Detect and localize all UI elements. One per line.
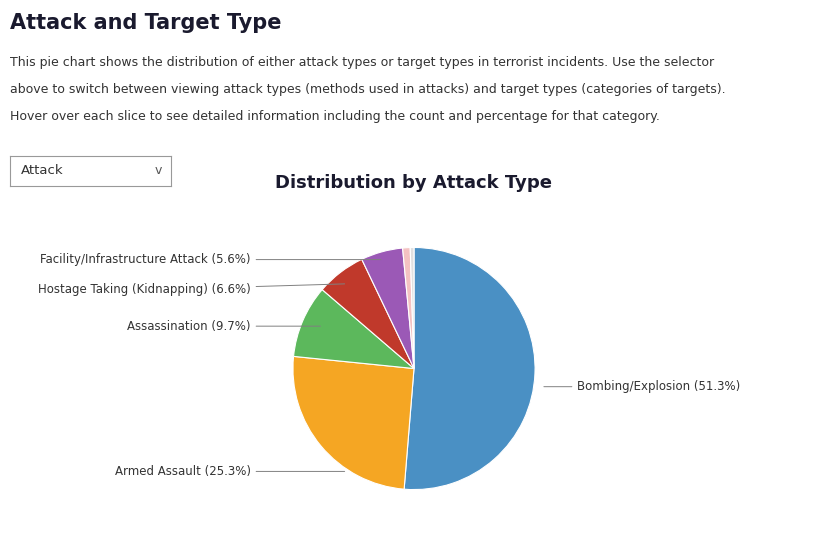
Wedge shape <box>409 247 414 369</box>
Wedge shape <box>402 247 414 369</box>
Title: Distribution by Attack Type: Distribution by Attack Type <box>275 174 552 192</box>
Text: v: v <box>155 164 162 178</box>
Text: Hostage Taking (Kidnapping) (6.6%): Hostage Taking (Kidnapping) (6.6%) <box>38 284 344 296</box>
Text: Armed Assault (25.3%): Armed Assault (25.3%) <box>114 465 344 478</box>
Text: Hover over each slice to see detailed information including the count and percen: Hover over each slice to see detailed in… <box>10 110 659 123</box>
Wedge shape <box>293 356 414 489</box>
Text: Facility/Infrastructure Attack (5.6%): Facility/Infrastructure Attack (5.6%) <box>40 253 380 266</box>
Text: Assassination (9.7%): Assassination (9.7%) <box>127 320 320 332</box>
Wedge shape <box>404 247 534 490</box>
Wedge shape <box>322 259 414 369</box>
Wedge shape <box>361 248 414 369</box>
Text: Attack: Attack <box>22 164 64 178</box>
Wedge shape <box>294 289 414 369</box>
Text: Bombing/Explosion (51.3%): Bombing/Explosion (51.3%) <box>543 380 740 393</box>
Text: above to switch between viewing attack types (methods used in attacks) and targe: above to switch between viewing attack t… <box>10 83 724 96</box>
Text: Attack and Target Type: Attack and Target Type <box>10 13 281 33</box>
Text: This pie chart shows the distribution of either attack types or target types in : This pie chart shows the distribution of… <box>10 56 713 69</box>
